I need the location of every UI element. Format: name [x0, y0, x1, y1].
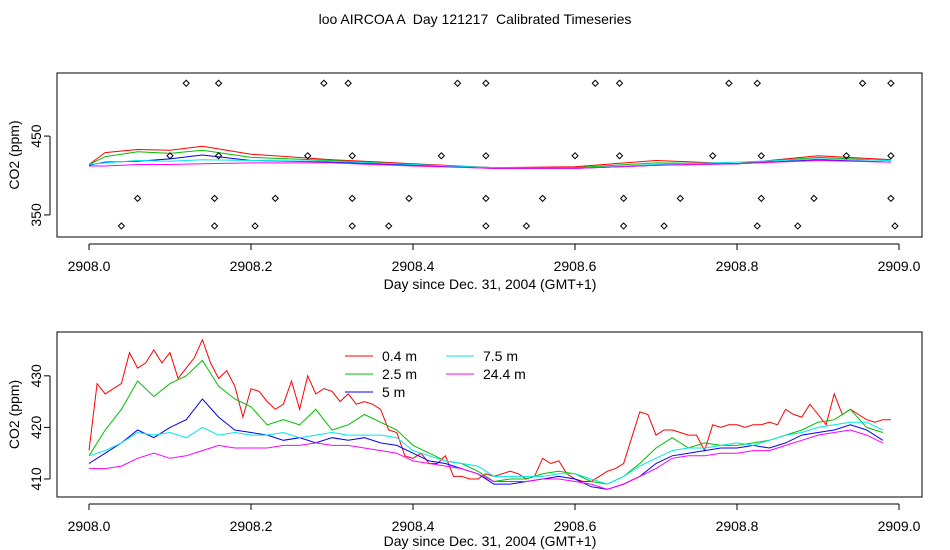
y-axis-label: CO2 (ppm): [6, 120, 22, 189]
y-tick-label: 420: [28, 415, 44, 439]
data-point: [482, 152, 490, 160]
series-line: [88, 421, 884, 485]
data-point: [437, 152, 446, 160]
series-line: [88, 154, 891, 169]
series-line: [88, 398, 884, 490]
x-tick-label: 2909.0: [878, 258, 921, 274]
data-point: [891, 222, 899, 230]
series-line: [88, 338, 891, 482]
x-tick-label: 2908.2: [230, 518, 273, 534]
plot-frame: [56, 72, 923, 238]
data-point: [571, 152, 579, 160]
x-tick-label: 2908.0: [68, 258, 111, 274]
x-tick-label: 2909.0: [878, 518, 921, 534]
data-point: [384, 222, 393, 230]
y-tick-label: 410: [28, 467, 44, 491]
x-tick-label: 2908.4: [392, 518, 435, 534]
y-axis: 350 450 CO2 (ppm): [6, 120, 51, 227]
data-point: [166, 152, 174, 160]
data-point: [405, 194, 413, 203]
data-point: [591, 79, 599, 87]
data-point: [757, 194, 766, 203]
data-point: [794, 222, 802, 230]
x-tick-label: 2908.0: [68, 518, 111, 534]
x-tick-label: 2908.2: [230, 258, 273, 274]
y-tick-label: 350: [28, 203, 44, 227]
x-tick-label: 2908.8: [716, 518, 759, 534]
x-axis: 2908.0 2908.2 2908.4 2908.6 2908.8 2909.0 Day …: [68, 503, 921, 549]
y-tick-label: 430: [28, 364, 44, 388]
y-tick-label: 450: [28, 124, 44, 148]
panel-top-chart: 2908.0 2908.2 2908.4 2908.6 2908.8 2909.0 Day …: [6, 72, 923, 292]
data-point: [251, 222, 259, 230]
x-tick-label: 2908.6: [554, 518, 597, 534]
data-point: [133, 194, 142, 203]
legend-label: 2.5 m: [382, 366, 417, 382]
legend-label: 7.5 m: [483, 348, 518, 364]
data-point: [482, 79, 490, 87]
x-axis-label: Day since Dec. 31, 2004 (GMT+1): [384, 533, 597, 549]
data-point: [271, 194, 280, 203]
data-point: [619, 194, 628, 203]
data-point: [660, 222, 668, 230]
y-axis-label: CO2 (ppm): [6, 380, 22, 449]
chart-title: loo AIRCOA A Day 121217 Calibrated Times…: [318, 11, 632, 27]
data-point: [725, 79, 733, 87]
data-point: [117, 222, 126, 230]
series-line: [89, 159, 891, 169]
data-point: [210, 222, 219, 230]
data-point: [842, 152, 851, 160]
data-point: [210, 194, 219, 203]
data-point: [320, 79, 328, 87]
data-point: [453, 79, 462, 87]
data-point: [615, 152, 624, 160]
data-point: [214, 152, 223, 160]
x-axis: 2908.0 2908.2 2908.4 2908.6 2908.8 2909.0 Day …: [68, 243, 921, 292]
data-point: [810, 194, 818, 203]
data-point: [182, 79, 190, 87]
data-point: [887, 152, 895, 160]
x-axis-label: Day since Dec. 31, 2004 (GMT+1): [384, 276, 597, 292]
legend: 0.4 m 2.5 m 5 m 7.5 m 24.4 m: [345, 348, 526, 400]
data-point: [344, 79, 352, 87]
data-point: [482, 222, 490, 230]
series-line: [89, 429, 884, 490]
data-point: [538, 194, 547, 203]
data-point: [303, 152, 312, 160]
data-point: [522, 222, 531, 230]
legend-label: 24.4 m: [483, 366, 526, 382]
data-point: [619, 222, 628, 230]
data-point: [753, 222, 761, 230]
data-point: [348, 194, 356, 203]
data-point: [708, 152, 717, 160]
series-line: [88, 158, 891, 169]
data-point: [757, 152, 766, 160]
x-tick-label: 2908.8: [716, 258, 759, 274]
x-tick-label: 2908.6: [554, 258, 597, 274]
y-axis: 410 420 430 CO2 (ppm): [6, 364, 51, 491]
data-point: [858, 79, 867, 87]
data-point: [348, 152, 356, 160]
data-point: [887, 79, 895, 87]
series-line: [88, 145, 891, 169]
data-point: [482, 194, 490, 203]
plot-frame: [56, 331, 923, 498]
panel-bottom-chart: 2908.0 2908.2 2908.4 2908.6 2908.8 2909.0 Day …: [6, 331, 923, 549]
data-point: [214, 79, 223, 87]
series-line: [88, 359, 883, 485]
data-point: [615, 79, 624, 87]
data-point: [887, 194, 895, 203]
data-point: [676, 194, 685, 203]
legend-label: 5 m: [382, 384, 405, 400]
legend-label: 0.4 m: [382, 348, 417, 364]
data-point: [348, 222, 356, 230]
x-tick-label: 2908.4: [392, 258, 435, 274]
data-point: [753, 79, 761, 87]
